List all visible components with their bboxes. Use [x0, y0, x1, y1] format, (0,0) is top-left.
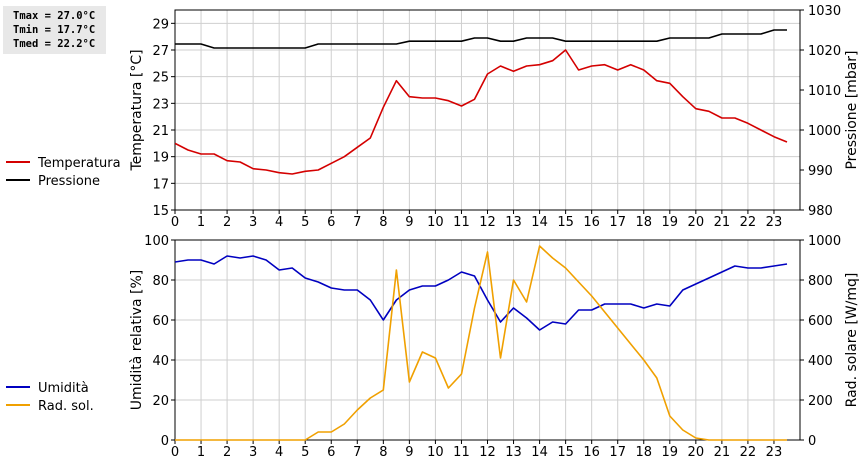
x-tick-label: 9 — [405, 445, 413, 460]
x-tick-label: 16 — [583, 215, 600, 230]
legend-label: Rad. sol. — [38, 399, 94, 414]
chart-panel-temp: 0 1 2 3 4 5 6 7 8 9 10 11 12 13 14 15 16 17 18 19 20 21 22 2315… — [6, 4, 860, 230]
legend-label: Pressione — [38, 174, 100, 189]
x-tick-label: 23 — [766, 445, 783, 460]
x-tick-label: 2 — [223, 445, 231, 460]
tmin-text: Tmin = 17.7°C — [13, 24, 96, 36]
y2-tick-label: 800 — [808, 274, 833, 289]
x-tick-label: 5 — [301, 215, 309, 230]
y2-tick-label: 600 — [808, 314, 833, 329]
x-tick-label: 20 — [688, 215, 705, 230]
x-tick-label: 19 — [662, 215, 679, 230]
series-line-2 — [175, 245, 787, 441]
tmax-text: Tmax = 27.0°C — [13, 10, 96, 22]
y-tick-label: 0 — [161, 434, 169, 449]
y2-tick-label: 1020 — [808, 44, 841, 59]
x-tick-label: 12 — [479, 445, 496, 460]
x-tick-label: 4 — [275, 445, 283, 460]
y-tick-label: 20 — [152, 394, 169, 409]
y-tick-label: 27 — [152, 44, 169, 59]
x-tick-label: 18 — [635, 445, 652, 460]
y2-tick-label: 980 — [808, 204, 833, 219]
x-tick-label: 3 — [249, 215, 257, 230]
tmed-text: Tmed = 22.2°C — [13, 38, 96, 50]
y2-axis-label: Pressione [mbar] — [844, 50, 860, 169]
x-tick-label: 17 — [609, 445, 626, 460]
x-tick-label: 8 — [379, 445, 387, 460]
y-axis-label: Temperatura [°C] — [129, 49, 145, 171]
x-tick-label: 6 — [327, 445, 335, 460]
x-tick-label: 21 — [714, 445, 731, 460]
x-tick-label: 7 — [353, 445, 361, 460]
y-tick-label: 23 — [152, 97, 169, 112]
y2-tick-label: 0 — [808, 434, 816, 449]
plot-frame — [174, 239, 801, 441]
x-tick-label: 13 — [505, 215, 522, 230]
x-tick-label: 0 — [171, 445, 179, 460]
x-tick-label: 10 — [427, 215, 444, 230]
legend-label: Umidità — [38, 381, 89, 396]
x-tick-label: 22 — [740, 445, 757, 460]
x-tick-label: 23 — [766, 215, 783, 230]
x-tick-label: 8 — [379, 215, 387, 230]
x-tick-label: 18 — [635, 215, 652, 230]
legend-label: Temperatura — [37, 156, 121, 171]
x-tick-label: 15 — [557, 215, 574, 230]
x-tick-label: 3 — [249, 445, 257, 460]
chart-panel-hum: 0 1 2 3 4 5 6 7 8 9 10 11 12 13 14 15 16 17 18 19 20 21 22 2302… — [6, 234, 860, 460]
x-tick-label: 2 — [223, 215, 231, 230]
y-tick-label: 19 — [152, 151, 169, 166]
series-line-1 — [175, 49, 788, 175]
x-tick-label: 1 — [197, 215, 205, 230]
x-tick-label: 17 — [609, 215, 626, 230]
x-tick-label: 21 — [714, 215, 731, 230]
x-tick-label: 12 — [479, 215, 496, 230]
x-tick-label: 22 — [740, 215, 757, 230]
y-tick-label: 80 — [152, 274, 169, 289]
stats-box: Tmax = 27.0°C Tmin = 17.7°C Tmed = 22.2°… — [3, 6, 106, 54]
x-tick-label: 5 — [301, 445, 309, 460]
plot-frame — [174, 9, 801, 211]
x-tick-label: 4 — [275, 215, 283, 230]
y-tick-label: 17 — [152, 177, 169, 192]
y2-tick-label: 1000 — [808, 124, 841, 139]
x-tick-label: 7 — [353, 215, 361, 230]
y2-tick-label: 1010 — [808, 84, 841, 99]
x-tick-label: 14 — [531, 215, 548, 230]
x-tick-label: 13 — [505, 445, 522, 460]
y-tick-label: 25 — [152, 71, 169, 86]
x-tick-label: 10 — [427, 445, 444, 460]
y2-tick-label: 990 — [808, 164, 833, 179]
y-tick-label: 21 — [152, 124, 169, 139]
x-tick-label: 15 — [557, 445, 574, 460]
y-tick-label: 40 — [152, 354, 169, 369]
x-tick-label: 11 — [453, 445, 470, 460]
y-tick-label: 60 — [152, 314, 169, 329]
y2-axis-label: Rad. solare [W/mq] — [844, 273, 860, 408]
y2-tick-label: 1000 — [808, 234, 841, 249]
y2-tick-label: 1030 — [808, 4, 841, 19]
series-line-2 — [175, 29, 787, 49]
x-tick-label: 20 — [688, 445, 705, 460]
x-tick-label: 14 — [531, 445, 548, 460]
y-axis-label: Umidità relativa [%] — [129, 270, 145, 411]
x-tick-label: 16 — [583, 445, 600, 460]
y2-tick-label: 200 — [808, 394, 833, 409]
x-tick-label: 19 — [662, 445, 679, 460]
y-tick-label: 15 — [152, 204, 169, 219]
x-tick-label: 1 — [197, 445, 205, 460]
y-tick-label: 100 — [144, 234, 169, 249]
x-tick-label: 6 — [327, 215, 335, 230]
y-tick-label: 29 — [152, 17, 169, 32]
x-tick-label: 11 — [453, 215, 470, 230]
x-tick-label: 9 — [405, 215, 413, 230]
x-tick-label: 0 — [171, 215, 179, 230]
series-line-1 — [175, 255, 788, 331]
y2-tick-label: 400 — [808, 354, 833, 369]
